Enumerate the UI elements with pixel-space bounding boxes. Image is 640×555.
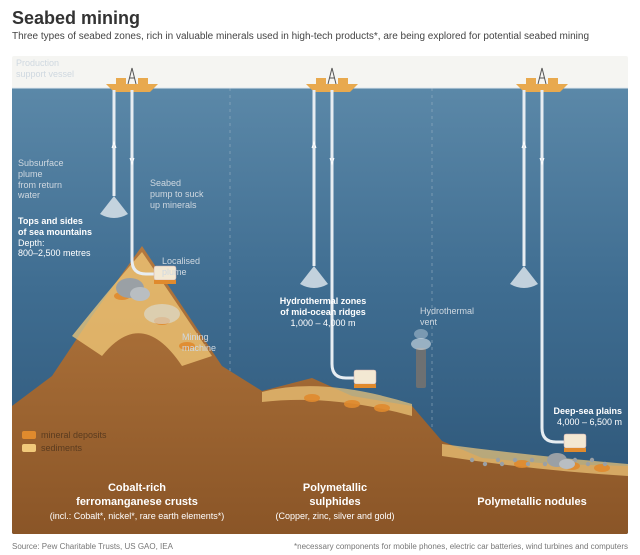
source-right: *necessary components for mobile phones,… bbox=[294, 542, 628, 551]
subtitle: Three types of seabed zones, rich in val… bbox=[12, 31, 628, 42]
zone-cobalt-title: Cobalt-richferromanganese crusts bbox=[76, 482, 198, 508]
zone-poly-sulphides-title: Polymetallicsulphides bbox=[303, 482, 367, 508]
zone-cobalt: Cobalt-richferromanganese crusts (incl.:… bbox=[42, 482, 232, 523]
legend: mineral deposits sediments bbox=[22, 430, 107, 456]
legend-row-sediments: sediments bbox=[22, 443, 107, 453]
tops-sides-title: Tops and sidesof sea mountains bbox=[18, 216, 92, 237]
tops-sides-block: Tops and sidesof sea mountains Depth:800… bbox=[18, 216, 128, 259]
hydro-depth: 1,000 – 4,000 m bbox=[290, 318, 355, 328]
tops-sides-depth: Depth:800–2,500 metres bbox=[18, 238, 91, 259]
page-title: Seabed mining bbox=[12, 8, 628, 29]
zone-poly-sulphides: Polymetallicsulphides (Copper, zinc, sil… bbox=[260, 482, 410, 523]
swatch-deposits bbox=[22, 431, 36, 439]
zone-poly-sulphides-sub: (Copper, zinc, silver and gold) bbox=[275, 511, 394, 521]
swatch-sediments bbox=[22, 444, 36, 452]
hydro-title: Hydrothermal zonesof mid-ocean ridges bbox=[280, 296, 367, 317]
subsurface-plume-label: Subsurfaceplumefrom returnwater bbox=[18, 158, 64, 201]
production-vessel-label: Productionsupport vessel bbox=[16, 58, 74, 80]
mining-machine-label: Miningmachine bbox=[182, 332, 216, 354]
hydro-vent-label: Hydrothermalvent bbox=[420, 306, 474, 328]
scene-svg bbox=[12, 56, 628, 534]
deep-title: Deep-sea plains bbox=[553, 406, 622, 416]
zone-cobalt-sub: (incl.: Cobalt*, nickel*, rare earth ele… bbox=[50, 511, 225, 521]
seabed-pump-label: Seabedpump to suckup minerals bbox=[150, 178, 204, 210]
zone-poly-nodules-title: Polymetallic nodules bbox=[477, 496, 586, 508]
deep-block: Deep-sea plains 4,000 – 6,500 m bbox=[518, 406, 622, 428]
deep-depth: 4,000 – 6,500 m bbox=[557, 417, 622, 427]
legend-deposits-label: mineral deposits bbox=[41, 430, 107, 440]
hydro-block: Hydrothermal zonesof mid-ocean ridges 1,… bbox=[258, 296, 388, 328]
source-row: Source: Pew Charitable Trusts, US GAO, I… bbox=[12, 542, 628, 551]
localised-plume-label: Localisedplume bbox=[162, 256, 200, 278]
title-block: Seabed mining Three types of seabed zone… bbox=[12, 8, 628, 42]
zone-poly-nodules: Polymetallic nodules bbox=[452, 496, 612, 510]
diagram: Productionsupport vessel Subsurfaceplume… bbox=[12, 56, 628, 534]
legend-sediments-label: sediments bbox=[41, 443, 82, 453]
source-left: Source: Pew Charitable Trusts, US GAO, I… bbox=[12, 542, 173, 551]
infographic-container: Seabed mining Three types of seabed zone… bbox=[0, 0, 640, 555]
legend-row-deposits: mineral deposits bbox=[22, 430, 107, 440]
